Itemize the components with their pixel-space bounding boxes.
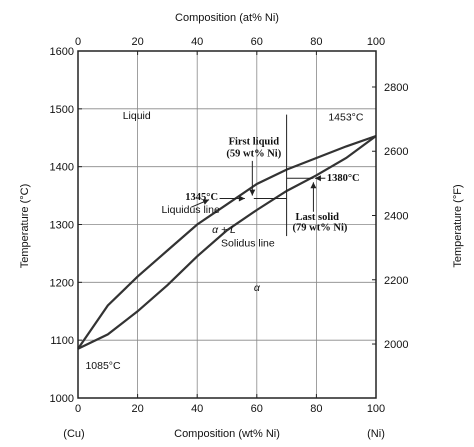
temp-1380-arrow-head: [314, 175, 321, 182]
y-tick-label: 1000: [50, 393, 74, 405]
annotations: Liquid α + L α 1085°C 1453°C First liquid(59 …: [85, 110, 363, 372]
liquidus-line-curve: [77, 134, 377, 350]
y-tick-label: 1300: [50, 220, 74, 232]
grid: [78, 51, 376, 398]
region-label-solid: α: [254, 282, 261, 294]
region-label-liquid: Liquid: [123, 110, 151, 122]
first-liquid-label: First liquid: [229, 137, 280, 148]
top-tick-label: 100: [367, 36, 385, 48]
y-tick-label: 1600: [50, 46, 74, 58]
y2-axis-label: Temperature (°F): [452, 184, 464, 267]
top-tick-label: 60: [251, 36, 263, 48]
last-solid-label: Last solid: [296, 212, 340, 223]
first-liquid-composition: (59 wt% Ni): [226, 148, 281, 159]
top-tick-label: 20: [131, 36, 143, 48]
y-tick-label: 1400: [50, 162, 74, 174]
y-tick-label: 1500: [50, 104, 74, 116]
temp-1345-arrow-head: [238, 195, 245, 202]
top-tick-label: 40: [191, 36, 203, 48]
plot-frame: [77, 50, 377, 399]
x-axis-label: Composition (wt% Ni): [174, 428, 280, 440]
x-tick-label: 80: [310, 403, 322, 415]
temp-1380-label: 1380°C: [327, 173, 360, 184]
y-axis-label: Temperature (°C): [19, 184, 31, 268]
region-label-two-phase: α + L: [212, 224, 236, 236]
last-solid-arrow-head: [310, 182, 317, 189]
last-solid-composition: (79 wt% Ni): [293, 222, 348, 233]
x-tick-label: 40: [191, 403, 203, 415]
x-tick-label: 20: [131, 403, 143, 415]
x-tick-label: 0: [75, 403, 81, 415]
first-liquid-arrow-head: [249, 189, 256, 196]
solidus-line-label: Solidus line: [221, 237, 275, 249]
temp-1345-label: 1345°C: [185, 192, 218, 203]
melt-label-ni: 1453°C: [328, 111, 364, 123]
y2-tick-label: 2800: [384, 82, 408, 94]
y2-tick-label: 2600: [384, 146, 408, 158]
x-axis-right-end-label: (Ni): [367, 428, 385, 440]
tick-labels: 0 20 40 60 80 1000 20 40 60 80 1001000110012001300…: [50, 36, 409, 415]
top-tick-label: 0: [75, 36, 81, 48]
top-tick-label: 80: [310, 36, 322, 48]
x-tick-label: 100: [367, 403, 385, 415]
y-tick-label: 1100: [50, 335, 74, 347]
top-axis-label: Composition (at% Ni): [175, 12, 279, 24]
x-tick-label: 60: [251, 403, 263, 415]
y2-tick-label: 2000: [384, 339, 408, 351]
y-tick-label: 1200: [50, 277, 74, 289]
curves: [77, 114, 377, 350]
x-axis-left-end-label: (Cu): [63, 428, 84, 440]
y2-tick-label: 2200: [384, 275, 408, 287]
liquidus-arrow-head: [202, 199, 210, 205]
melt-label-cu: 1085°C: [85, 360, 121, 372]
liquidus-line-label: Liquidus line: [161, 204, 220, 216]
y2-tick-label: 2400: [384, 211, 408, 223]
solidus-line-curve: [77, 135, 377, 350]
